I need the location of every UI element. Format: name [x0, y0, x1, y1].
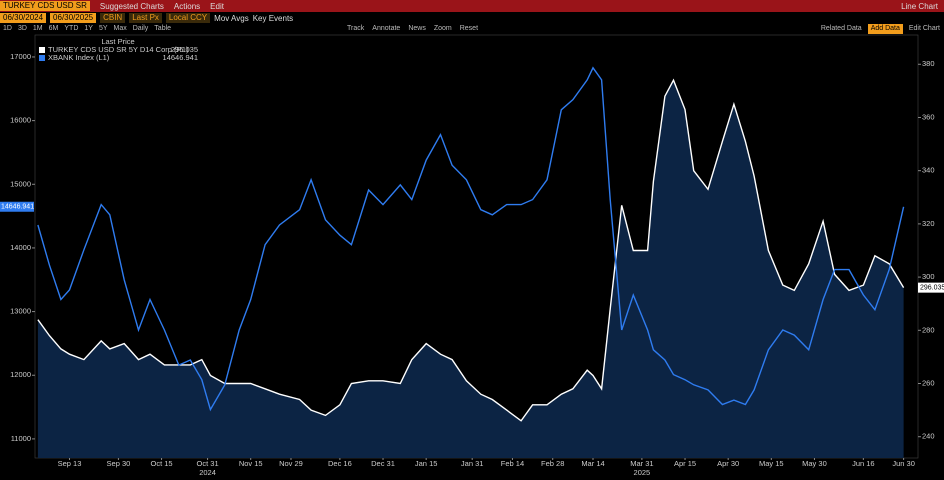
line — [37, 78, 905, 422]
ticker-field[interactable]: TURKEY CDS USD SR — [0, 1, 90, 11]
last-price-tag — [918, 282, 944, 293]
tool-button[interactable]: Annotate — [372, 25, 401, 32]
legend-label: TURKEY CDS USD SR 5Y D14 Corp (R1) — [48, 45, 189, 54]
field[interactable]: Last Px — [129, 13, 162, 23]
x-tick-label: Dec 16 — [328, 459, 352, 468]
period-bar: 1D 3D 1M 6M YTD 1Y 5Y Max Daily Table Track Anno… — [0, 23, 944, 34]
x-tick-label: Apr 30 — [717, 459, 739, 468]
x-tick-label: Sep 13 — [58, 459, 82, 468]
menu[interactable]: Edit — [210, 1, 224, 11]
y-tick-label: 16000 — [10, 116, 31, 125]
tool-button[interactable]: News — [408, 25, 426, 32]
y-tick-label: 12000 — [10, 370, 31, 379]
table-button[interactable]: Table — [154, 25, 172, 32]
period-button[interactable]: 1D — [3, 25, 12, 32]
title-bar: TURKEY CDS USD SR Suggested Charts Actio… — [0, 0, 944, 12]
settings-bar: 06/30/2024 06/30/2025 CBIN Last Px Local… — [0, 12, 944, 24]
y-tick-label: 14000 — [10, 243, 31, 252]
y2-tick-label: 260 — [922, 378, 935, 387]
periods: 1D 3D 1M 6M YTD 1Y 5Y Max — [3, 25, 127, 32]
chart-kind: Line Chart — [901, 1, 938, 11]
period-button[interactable]: 5Y — [98, 25, 108, 32]
x-tick-label: Apr 15 — [674, 459, 696, 468]
y2-tick-label: 240 — [922, 432, 935, 441]
x-tick-label: Jun 16 — [852, 459, 875, 468]
menu[interactable]: Actions — [173, 1, 201, 11]
x-tick-label: Oct 15 — [151, 459, 173, 468]
reset-button[interactable]: Reset — [459, 25, 479, 32]
legend-value: 14646.941 — [163, 53, 198, 62]
period-button[interactable]: Max — [113, 25, 127, 32]
x-tick-label: Feb 14 — [501, 459, 524, 468]
end-date[interactable]: 06/30/2025 — [50, 13, 97, 23]
x-tick-label: May 30 — [802, 459, 827, 468]
x-tick-label: May 15 — [759, 459, 784, 468]
period-button[interactable]: 1M — [32, 25, 43, 32]
year-label: 2024 — [199, 468, 216, 477]
option[interactable]: Mov Avgs — [214, 13, 249, 23]
tool-button[interactable]: Track — [347, 25, 365, 32]
y-tick-label: 11000 — [11, 434, 31, 443]
y-tick-label: 17000 — [10, 52, 31, 61]
x-tick-label: Feb 28 — [541, 459, 564, 468]
tools: Track Annotate News Zoom Reset — [347, 25, 478, 32]
y2-tick-label: 360 — [922, 112, 935, 121]
legend-label: XBANK Index (L1) — [48, 53, 110, 62]
x-tick-label: Jun 30 — [892, 459, 915, 468]
period-button[interactable]: 6M — [48, 25, 59, 32]
source[interactable]: CBIN — [100, 13, 126, 23]
x-tick-label: Sep 30 — [107, 459, 131, 468]
last-price-label: 14646.941 — [1, 204, 34, 211]
x-tick-label: Mar 14 — [581, 459, 604, 468]
y-tick-label: 13000 — [10, 307, 31, 316]
y2-tick-label: 380 — [922, 59, 935, 68]
legend-swatch — [39, 55, 45, 61]
legend-swatch — [39, 47, 45, 53]
x-tick-label: Jan 15 — [415, 459, 438, 468]
area — [37, 80, 904, 458]
option[interactable]: Key Events — [252, 13, 294, 23]
y2-tick-label: 320 — [922, 219, 935, 228]
frequency[interactable]: Daily — [132, 25, 149, 32]
x-tick-label: Oct 31 — [197, 459, 219, 468]
related-data[interactable]: Related Data — [820, 25, 862, 32]
x-tick-label: Nov 15 — [239, 459, 263, 468]
x-tick-label: Jan 31 — [461, 459, 484, 468]
chart: 11000 12000 13000 14000 15000 16000 17000 240 26… — [0, 34, 944, 477]
legend-value: 296.035 — [171, 45, 198, 54]
period-button[interactable]: 3D — [17, 25, 27, 32]
y2-tick-label: 340 — [922, 166, 935, 175]
year-label: 2025 — [634, 468, 651, 477]
line — [37, 66, 905, 412]
edit-chart[interactable]: Edit Chart — [908, 25, 940, 32]
x-tick-label: Nov 29 — [279, 459, 303, 468]
x-tick-label: Mar 31 — [630, 459, 653, 468]
legend-header: Last Price — [101, 37, 134, 46]
tool-button[interactable]: Zoom — [433, 25, 452, 32]
last-price-label: 296.035 — [920, 284, 944, 291]
add-data[interactable]: Add Data — [867, 23, 903, 34]
x-tick-label: Dec 31 — [371, 459, 395, 468]
last-price-tag — [0, 201, 34, 212]
period-button[interactable]: 1Y — [84, 25, 93, 32]
y2-tick-label: 280 — [922, 325, 935, 334]
menu[interactable]: Suggested Charts — [99, 1, 164, 11]
currency[interactable]: Local CCY — [165, 13, 211, 23]
period-button[interactable]: YTD — [64, 25, 79, 32]
start-date[interactable]: 06/30/2024 — [0, 13, 47, 23]
y-tick-label: 15000 — [10, 179, 31, 188]
y2-tick-label: 300 — [922, 272, 935, 281]
